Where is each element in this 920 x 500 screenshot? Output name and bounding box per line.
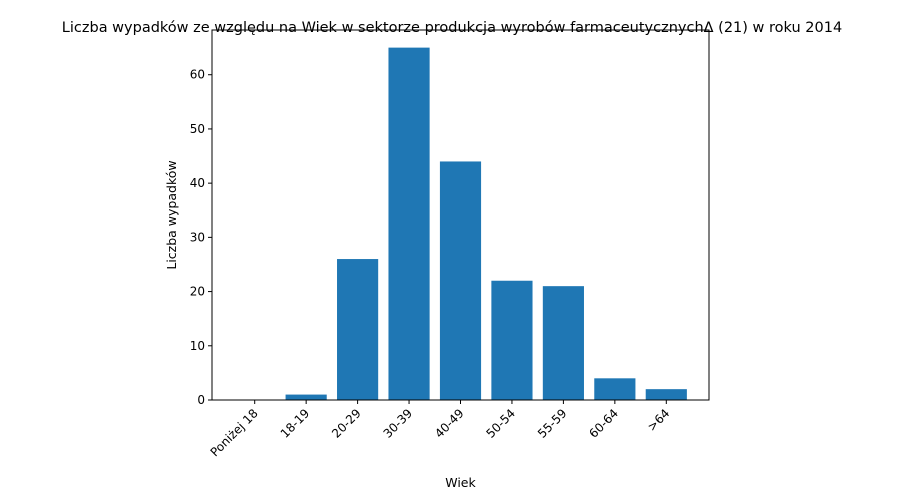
x-tick-label: 20-29 (329, 406, 364, 441)
bar-1 (285, 394, 327, 400)
plot-area-frame (211, 29, 710, 401)
x-tick-label: 50-54 (484, 406, 519, 441)
x-tick-label: 40-49 (432, 406, 467, 441)
chart-title: Liczba wypadków ze względu na Wiek w sek… (62, 20, 842, 36)
bar-8 (645, 389, 687, 400)
bar-4 (439, 161, 482, 400)
y-tick-label: 30 (190, 230, 205, 244)
y-tick-label: 20 (190, 285, 205, 299)
y-tick-label: 10 (190, 339, 205, 353)
x-tick-label: Poniżej 18 (208, 406, 261, 459)
y-tick-label: 50 (190, 122, 205, 136)
bar-2 (337, 259, 379, 400)
x-tick-label: 18-19 (278, 406, 313, 441)
y-tick-label: 60 (190, 68, 205, 82)
bars-group (285, 47, 687, 400)
bar-6 (542, 286, 584, 400)
bar-7 (594, 378, 636, 400)
x-axis-label: Wiek (445, 475, 476, 490)
y-tick-label: 0 (197, 393, 205, 407)
x-tick-label: >64 (645, 406, 673, 434)
bar-5 (491, 280, 533, 400)
y-tick-label: 40 (190, 176, 205, 190)
bar-3 (388, 47, 430, 400)
y-axis-ticks: 0 10 20 30 40 50 60 (190, 68, 212, 407)
x-tick-label: 60-64 (586, 406, 621, 441)
x-tick-label: 30-39 (381, 406, 416, 441)
x-axis-ticks: Poniżej 18 18-19 20-29 30-39 40-49 50-54 55-59… (208, 400, 673, 459)
x-tick-label: 55-59 (535, 406, 570, 441)
y-axis-label: Liczba wypadków (164, 160, 179, 269)
